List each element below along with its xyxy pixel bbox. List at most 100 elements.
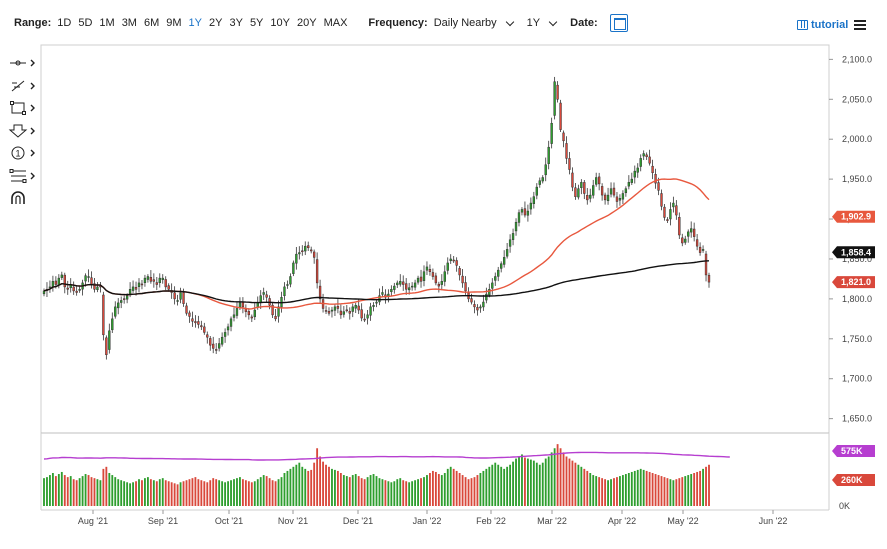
volume-bar [449,466,452,506]
candle-body [194,321,197,324]
candle-body [235,308,239,316]
magnet-icon [11,191,25,205]
candle-body [354,305,357,309]
candle-body [574,187,577,197]
volume-bar [705,466,707,506]
volume-bar [420,478,422,506]
tool-fibonacci[interactable] [8,165,40,188]
candle-body [250,316,253,319]
volume-bar [672,480,675,506]
volume-bar [57,474,60,506]
volume-bars [43,444,710,506]
range-3m[interactable]: 3M [121,17,137,29]
candle-body [63,274,66,288]
frequency-dropdown[interactable]: Daily Nearby [434,17,514,29]
volume-bar [144,478,146,506]
candle-body [176,300,179,302]
candle-body [639,158,642,167]
candle-body [146,276,150,280]
candle-body [120,300,123,303]
candle-body [692,228,696,237]
volume-bar [443,473,446,506]
range-2y[interactable]: 2Y [209,17,223,29]
volume-bar [313,462,316,506]
candle-body [75,290,78,293]
volume-bar [431,470,434,506]
volume-bar [244,480,247,506]
tool-rectangle[interactable] [8,97,40,120]
range-1d[interactable]: 1D [57,17,72,29]
volume-bar [624,474,627,506]
volume-bar [550,452,553,506]
candle-body [568,158,571,170]
volume-bar [185,480,188,506]
candle-body [681,237,684,244]
range-20y[interactable]: 20Y [296,17,317,29]
menu-icon[interactable] [854,20,866,30]
volume-bar [654,474,657,506]
candle-body [488,289,491,296]
candle-body [366,314,369,319]
volume-bar [529,459,532,506]
candle-body [301,250,304,252]
range-3y[interactable]: 3Y [229,17,243,29]
range-9m[interactable]: 9M [166,17,182,29]
value-tag: 1,821.0 [832,276,875,289]
candle-body [497,269,500,277]
volume-bar [488,466,491,506]
candle-body [440,281,443,285]
candle-body [54,280,58,285]
volume-bar [583,468,586,506]
candle-body [66,287,69,290]
candle-body [108,330,111,350]
frequency-label: Frequency: [368,17,428,29]
value-tag-label: 1,821.0 [841,277,871,287]
volume-bar [129,483,132,506]
range-max[interactable]: MAX [323,17,348,29]
period-dropdown[interactable]: 1Y [527,17,558,29]
candle-body [648,156,651,164]
candle-body [473,304,476,308]
candle-body [485,293,488,301]
volume-bar [197,479,200,506]
candle-body [51,281,55,288]
volume-bar [586,470,589,506]
candle-body [131,286,135,291]
volume-bar [170,482,173,506]
range-5y[interactable]: 5Y [249,17,264,29]
calendar-icon[interactable] [609,14,628,32]
candle-body [556,84,559,100]
volume-bar [524,457,526,506]
volume-bar [289,468,292,506]
candle-body [707,274,711,283]
range-1m[interactable]: 1M [99,17,115,29]
tool-magnet[interactable] [8,187,40,210]
candle-body [642,153,645,157]
volume-bar [446,468,449,506]
volume-bar [256,479,259,506]
tool-crosshair[interactable] [8,52,40,75]
volume-bar [105,466,108,506]
candle-body [500,263,503,269]
candle-body [179,292,182,300]
candle-body [666,219,669,221]
tool-label[interactable]: 1 [8,142,40,165]
tool-arrow[interactable] [8,120,40,143]
range-10y[interactable]: 10Y [270,17,290,29]
range-6m[interactable]: 6M [143,17,160,29]
tutorial-button[interactable]: tutorial [797,19,848,31]
tool-trendline[interactable] [8,75,40,98]
candle-body [491,282,494,289]
volume-bar [93,478,96,506]
volume-bar [580,466,583,506]
range-5d[interactable]: 5D [78,17,93,29]
range-1y[interactable]: 1Y [188,17,202,29]
candle-body [333,306,337,311]
candle-body [265,294,268,298]
candle-body [298,252,301,255]
volume-bar [161,478,164,506]
candle-body [633,170,636,178]
candles [42,76,711,360]
candle-body [553,81,556,116]
